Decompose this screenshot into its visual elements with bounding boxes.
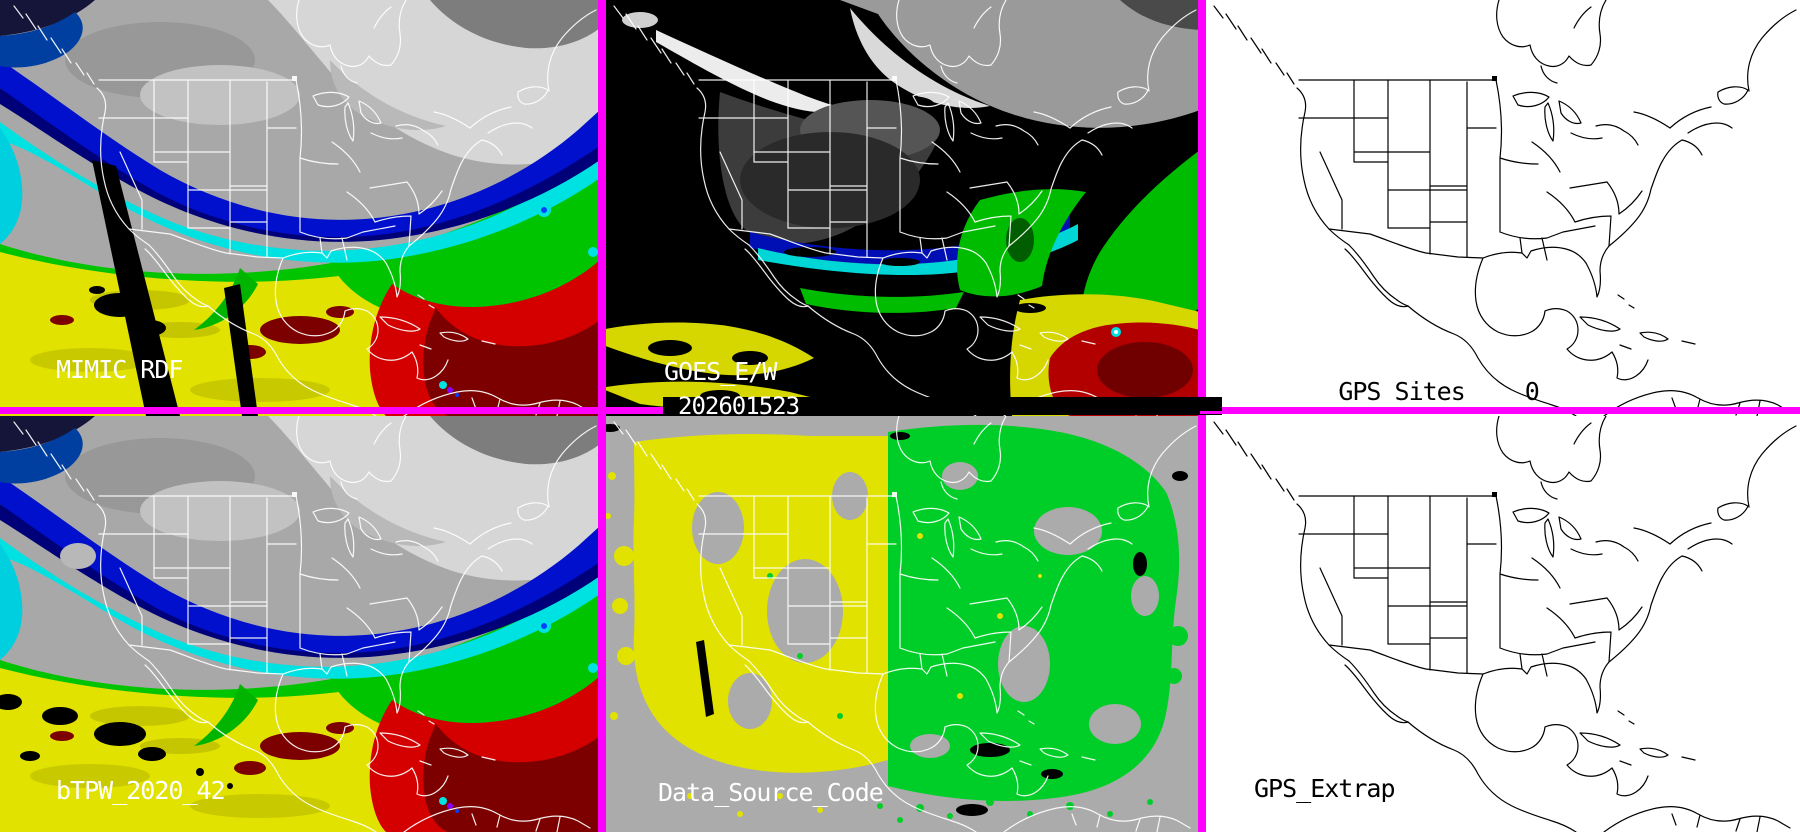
panel-label-btpw: bTPW_2020_42 [56, 776, 226, 805]
goes-tpw-colormap-image [600, 0, 1200, 416]
panel-label-gps-extrap: GPS_Extrap [1254, 774, 1396, 803]
divider-vertical-left [598, 0, 606, 832]
mimic-tpw-colormap-image [0, 0, 600, 416]
panel-label-goes-ew: GOES_E/W [664, 357, 777, 386]
gps-sites-label: GPS Sites [1338, 377, 1465, 406]
panel-mimic-rdf: MIMIC RDF [0, 0, 600, 416]
btpw-colormap-image [0, 416, 600, 832]
divider-vertical-right [1198, 0, 1206, 832]
gps-sites-count: 0 [1524, 377, 1540, 406]
divider-sliver [1200, 411, 1222, 414]
panel-label-mimic-rdf: MIMIC RDF [56, 355, 183, 384]
timestamp-bar: 202601523 [663, 392, 1222, 420]
panel-btpw: bTPW_2020_42 [0, 416, 600, 832]
gps-extrap-map-image [1200, 416, 1800, 832]
data-source-code-image [600, 416, 1200, 832]
panel-label-gps-sites: GPS Sites 0 [1254, 350, 1540, 416]
map-outline [1214, 416, 1796, 832]
missing-data-swaths [89, 160, 258, 416]
panel-gps-sites: GPS Sites 0 [1200, 0, 1800, 416]
panel-goes-ew: GOES_E/W [600, 0, 1200, 416]
timestamp-text: 202601523 [678, 392, 800, 420]
btpw-variant-patches [0, 543, 233, 789]
panel-data-source-code: Data_Source_Code [600, 416, 1200, 832]
panel-gps-extrap: GPS_Extrap [1200, 416, 1800, 832]
panel-label-data-source-code: Data_Source_Code [658, 778, 884, 807]
